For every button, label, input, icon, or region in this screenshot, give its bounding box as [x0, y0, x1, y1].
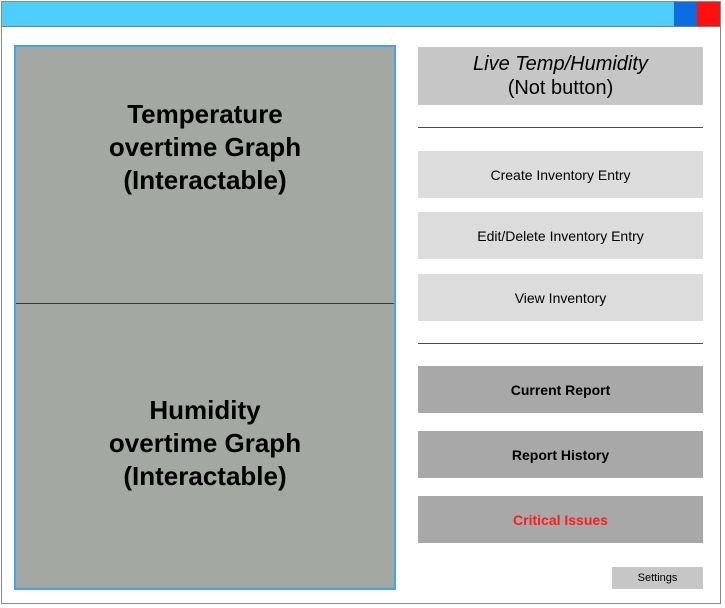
close-button[interactable]	[697, 2, 720, 26]
critical-issues-button[interactable]: Critical Issues	[418, 496, 703, 543]
graph-panel: Temperature overtime Graph (Interactable…	[14, 45, 396, 590]
minimize-button[interactable]	[674, 2, 697, 26]
edit-delete-inventory-entry-button[interactable]: Edit/Delete Inventory Entry	[418, 212, 703, 259]
divider-middle	[418, 343, 703, 344]
humidity-graph-label: Humidity overtime Graph (Interactable)	[108, 394, 302, 491]
temperature-graph[interactable]: Temperature overtime Graph (Interactable…	[16, 47, 394, 304]
create-inventory-entry-button[interactable]: Create Inventory Entry	[418, 151, 703, 198]
divider-top	[418, 127, 703, 128]
current-report-button[interactable]: Current Report	[418, 366, 703, 413]
title-bar[interactable]	[2, 2, 720, 27]
report-history-button[interactable]: Report History	[418, 431, 703, 478]
live-readout-title: Live Temp/Humidity	[473, 53, 648, 75]
live-temp-humidity-readout: Live Temp/Humidity (Not button)	[418, 47, 703, 105]
live-readout-note: (Not button)	[507, 77, 614, 99]
humidity-graph[interactable]: Humidity overtime Graph (Interactable)	[16, 304, 394, 588]
settings-button[interactable]: Settings	[612, 567, 703, 589]
view-inventory-button[interactable]: View Inventory	[418, 274, 703, 321]
temperature-graph-label: Temperature overtime Graph (Interactable…	[108, 98, 302, 195]
